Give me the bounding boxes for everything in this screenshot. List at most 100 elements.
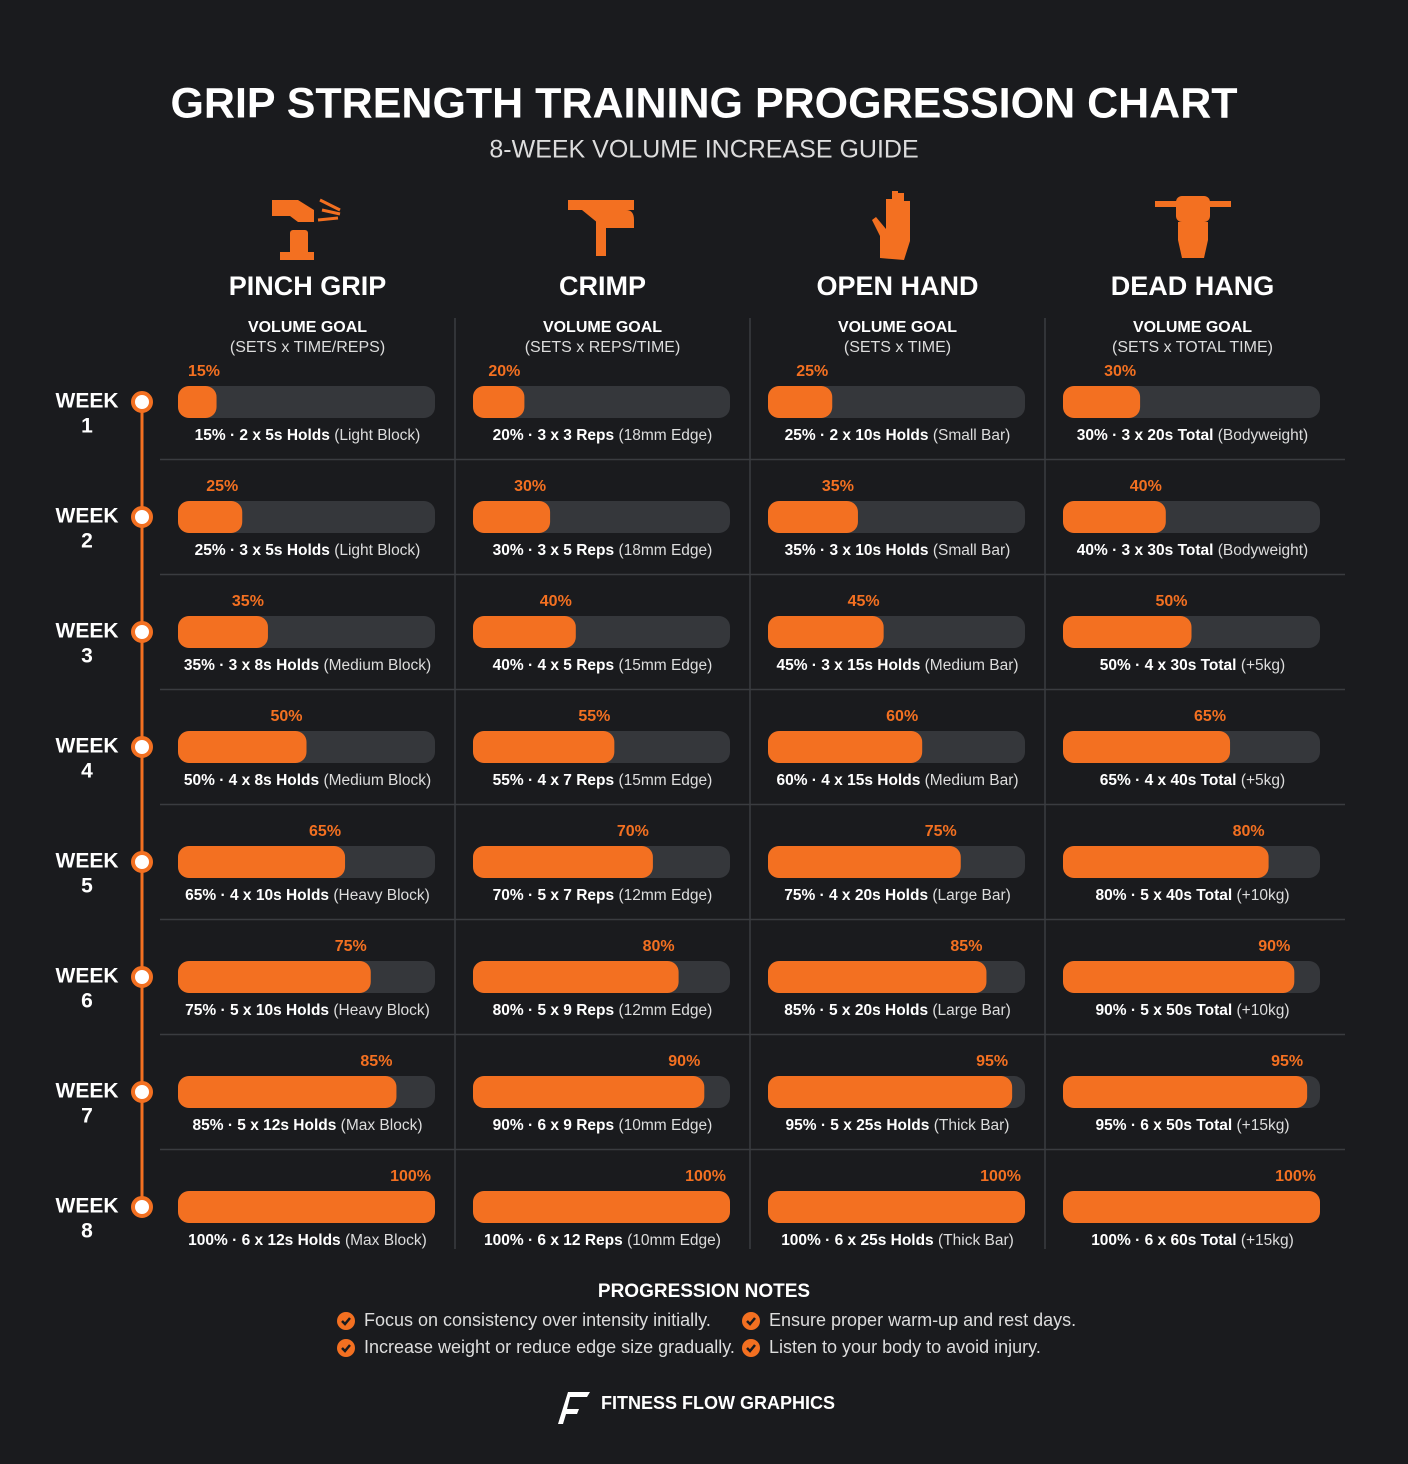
detail-equipment: (Small Bar): [933, 427, 1011, 444]
value-label: 50%: [1155, 593, 1187, 610]
bar: [473, 1191, 730, 1223]
bar: [1063, 616, 1192, 648]
bar: [473, 731, 615, 763]
detail: 50% · 4 x 30s Total (+5kg): [1100, 657, 1285, 674]
detail-equipment: (Large Bar): [932, 887, 1010, 904]
check-mark: [341, 1344, 351, 1353]
bar: [473, 616, 576, 648]
check-mark: [341, 1317, 351, 1326]
bar: [178, 1191, 435, 1223]
detail-volume: 80% · 5 x 9 Reps: [493, 1002, 614, 1019]
bar: [473, 961, 679, 993]
detail-equipment: (Bodyweight): [1218, 542, 1308, 559]
value-label: 35%: [822, 478, 854, 495]
detail: 55% · 4 x 7 Reps (15mm Edge): [493, 772, 713, 789]
notes-title: PROGRESSION NOTES: [598, 1281, 810, 1302]
goal-label: VOLUME GOAL: [543, 319, 662, 336]
note: Ensure proper warm-up and rest days.: [769, 1310, 1076, 1330]
detail: 80% · 5 x 9 Reps (12mm Edge): [493, 1002, 713, 1019]
value-label: 75%: [925, 823, 957, 840]
week-number: 3: [81, 645, 93, 668]
detail-volume: 70% · 5 x 7 Reps: [493, 887, 614, 904]
value-label: 100%: [390, 1168, 431, 1185]
week-dot: [131, 736, 153, 758]
value-label: 100%: [1275, 1168, 1316, 1185]
goal-units: (SETS x TIME/REPS): [230, 339, 385, 356]
bar: [473, 386, 525, 418]
value-label: 50%: [270, 708, 302, 725]
bar: [473, 846, 653, 878]
check-mark: [746, 1344, 756, 1353]
value-label: 100%: [685, 1168, 726, 1185]
detail: 30% · 3 x 5 Reps (18mm Edge): [493, 542, 713, 559]
detail-volume: 45% · 3 x 15s Holds: [776, 657, 920, 674]
detail-volume: 100% · 6 x 60s Total: [1091, 1232, 1236, 1249]
value-label: 35%: [232, 593, 264, 610]
detail-volume: 25% · 3 x 5s Holds: [195, 542, 330, 559]
value-label: 100%: [980, 1168, 1021, 1185]
value-label: 80%: [643, 938, 675, 955]
progression-table: WEEK1WEEK2WEEK3WEEK4WEEK5WEEK6WEEK7WEEK8…: [56, 271, 1320, 1249]
week-label: WEEK: [56, 735, 119, 758]
bar: [178, 846, 346, 878]
subtitle: 8-WEEK VOLUME INCREASE GUIDE: [489, 136, 918, 164]
value-label: 30%: [1104, 363, 1136, 380]
crimp-icon: [568, 200, 634, 256]
detail-equipment: (+5kg): [1241, 772, 1285, 789]
detail-volume: 85% · 5 x 12s Holds: [192, 1117, 336, 1134]
detail-volume: 60% · 4 x 15s Holds: [776, 772, 920, 789]
detail: 60% · 4 x 15s Holds (Medium Bar): [776, 772, 1018, 789]
icons: [272, 191, 1231, 260]
goal-label: VOLUME GOAL: [1133, 319, 1252, 336]
value-label: 40%: [1130, 478, 1162, 495]
brand: FITNESS FLOW GRAPHICS: [601, 1393, 835, 1413]
week-label: WEEK: [56, 1195, 119, 1218]
value-label: 60%: [886, 708, 918, 725]
exercise-name: CRIMP: [559, 271, 646, 301]
bar-track: [768, 386, 1025, 418]
detail: 45% · 3 x 15s Holds (Medium Bar): [776, 657, 1018, 674]
value-label: 25%: [796, 363, 828, 380]
value-label: 85%: [360, 1053, 392, 1070]
detail-equipment: (Medium Block): [323, 657, 431, 674]
value-label: 20%: [488, 363, 520, 380]
goal-label: VOLUME GOAL: [248, 319, 367, 336]
week-dot: [131, 621, 153, 643]
detail-equipment: (Small Bar): [933, 542, 1011, 559]
bar: [178, 731, 307, 763]
detail-equipment: (Max Block): [341, 1117, 423, 1134]
week-dot: [131, 506, 153, 528]
value-label: 85%: [950, 938, 982, 955]
detail: 90% · 6 x 9 Reps (10mm Edge): [493, 1117, 713, 1134]
detail-equipment: (10mm Edge): [618, 1117, 712, 1134]
week-label: WEEK: [56, 850, 119, 873]
detail: 40% · 3 x 30s Total (Bodyweight): [1077, 542, 1308, 559]
detail-volume: 25% · 2 x 10s Holds: [785, 427, 929, 444]
bar: [178, 501, 243, 533]
exercise-name: PINCH GRIP: [229, 271, 387, 301]
detail: 35% · 3 x 8s Holds (Medium Block): [184, 657, 431, 674]
week-label: WEEK: [56, 390, 119, 413]
detail-equipment: (15mm Edge): [618, 657, 712, 674]
goal-units: (SETS x REPS/TIME): [525, 339, 681, 356]
detail-volume: 50% · 4 x 30s Total: [1100, 657, 1237, 674]
value-label: 45%: [848, 593, 880, 610]
detail-equipment: (Light Block): [334, 542, 420, 559]
dead-hang-icon: [1155, 196, 1231, 258]
week-dot: [131, 966, 153, 988]
bar: [1063, 846, 1269, 878]
bar: [768, 731, 923, 763]
open-hand-icon: [872, 191, 910, 260]
detail-volume: 35% · 3 x 10s Holds: [785, 542, 929, 559]
bar: [178, 961, 371, 993]
value-label: 95%: [1271, 1053, 1303, 1070]
detail: 30% · 3 x 20s Total (Bodyweight): [1077, 427, 1308, 444]
week-dot: [131, 1196, 153, 1218]
notes: Focus on consistency over intensity init…: [337, 1310, 1076, 1357]
pinch-icon: [272, 198, 341, 260]
week-number: 8: [81, 1220, 93, 1243]
week-dot: [131, 851, 153, 873]
value-label: 55%: [578, 708, 610, 725]
detail-volume: 40% · 3 x 30s Total: [1077, 542, 1214, 559]
